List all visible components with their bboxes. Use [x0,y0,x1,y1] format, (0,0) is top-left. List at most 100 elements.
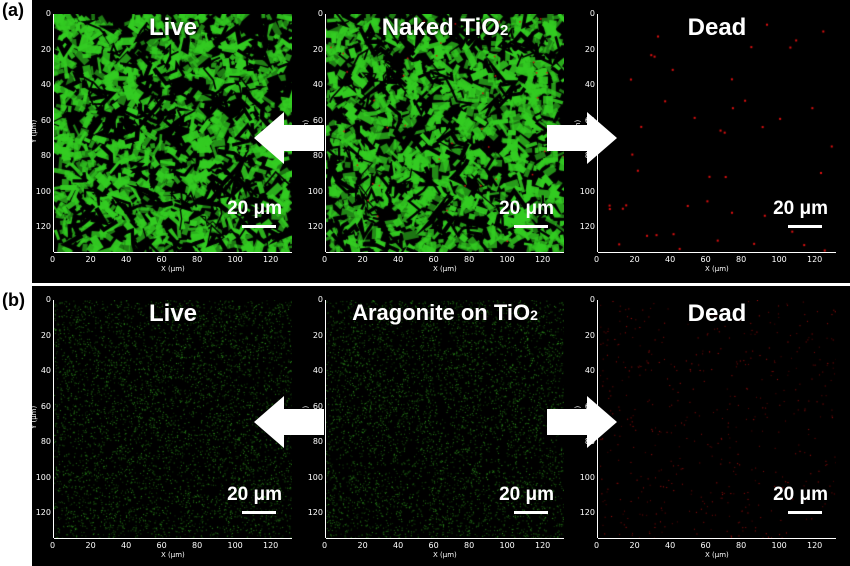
x-tick-label: 80 [192,255,203,264]
y-tick-label: 0 [45,295,51,304]
x-tick-label: 40 [121,541,132,550]
y-tick-label: 20 [40,330,51,340]
x-tick-label: 80 [464,541,475,550]
scale-bar-label: 20 μm [773,198,828,219]
y-tick-label: 40 [312,80,323,89]
y-tick-label: 80 [40,437,51,446]
y-tick-label: 0 [589,9,595,18]
arrow-left-icon [254,112,324,164]
micrograph-naked-tio2 [326,14,564,252]
y-tick-label: 80 [40,151,51,160]
x-tick-label: 120 [535,255,551,264]
x-axis-line [54,252,292,253]
x-tick-label: 80 [464,255,475,264]
x-axis-line [54,538,292,539]
x-axis-line [598,252,836,253]
panel-title-main: Aragonite on TiO [352,300,531,325]
scale-bar-label: 20 μm [499,484,554,505]
y-tick-label: 120 [579,222,595,231]
y-tick-label: 20 [584,44,595,54]
y-tick-label: 40 [584,366,595,375]
x-tick-label: 0 [322,541,328,550]
y-tick-label: 60 [312,115,323,125]
x-tick-label: 80 [192,541,203,550]
y-tick-label: 40 [312,366,323,375]
x-tick-label: 120 [535,541,551,550]
panel-title: Live [148,14,198,41]
micrograph-live-a [54,14,292,252]
micrograph-aragonite-tio2 [326,300,564,538]
y-tick-label: 120 [307,508,323,517]
y-tick-label: 0 [317,295,323,304]
y-axis-title: Y (μm) [30,119,38,143]
y-axis-line [53,14,54,252]
y-tick-label: 40 [40,366,51,375]
scale-bar-label: 20 μm [227,484,282,505]
scale-bar [514,511,548,514]
panel-title: Dead [687,300,747,327]
y-tick-label: 20 [312,330,323,340]
y-tick-label: 60 [40,115,51,125]
x-tick-label: 60 [428,541,439,550]
y-tick-label: 100 [35,472,51,482]
x-tick-label: 20 [629,541,640,550]
x-tick-label: 20 [629,255,640,264]
micrograph-dead-b [598,300,836,538]
y-tick-label: 80 [312,437,323,446]
x-tick-label: 120 [263,541,279,550]
x-tick-label: 40 [121,255,132,264]
x-tick-label: 100 [227,255,243,264]
y-tick-label: 120 [307,222,323,231]
micrograph-live-b [54,300,292,538]
scale-bar [514,225,548,228]
row-label-a: (a) [2,0,24,20]
panel-title: Live [148,300,198,327]
y-tick-label: 100 [307,186,323,196]
y-tick-label: 40 [40,80,51,89]
x-tick-label: 20 [85,255,96,264]
x-tick-label: 0 [50,255,56,264]
panel-aragonite-tio2: Aragonite on TiO2 0 20 40 60 80 100 120 0 20 40 60… [302,286,576,566]
y-tick-label: 0 [589,295,595,304]
y-tick-label: 0 [317,9,323,18]
y-axis-line [53,300,54,538]
panel-title: Naked TiO2 [326,14,564,42]
panel-title-subscript: 2 [499,22,509,39]
panel-live-a: Live 0 20 40 60 80 100 120 0 20 40 60 80 100 120 X (μm… [30,0,304,283]
arrow-left-icon [254,396,324,448]
panel-title: Aragonite on TiO2 [326,300,564,326]
y-tick-label: 100 [35,186,51,196]
y-tick-label: 100 [579,472,595,482]
y-tick-label: 20 [584,330,595,340]
y-axis-title: Y (μm) [30,405,38,429]
y-tick-label: 60 [312,401,323,411]
y-tick-label: 100 [307,472,323,482]
x-axis-title: X (μm) [705,551,729,559]
x-tick-label: 120 [807,541,823,550]
x-tick-label: 100 [499,541,515,550]
y-tick-label: 20 [40,44,51,54]
panel-naked-tio2: Naked TiO2 0 20 40 60 80 100 120 0 20 40 60 80 100 12… [302,0,576,283]
panel-title: Dead [687,14,747,41]
y-tick-label: 120 [35,222,51,231]
x-tick-label: 60 [700,541,711,550]
x-axis-title: X (μm) [161,265,185,273]
x-tick-label: 120 [807,255,823,264]
y-tick-label: 120 [35,508,51,517]
y-tick-label: 0 [45,9,51,18]
y-tick-label: 20 [312,44,323,54]
x-tick-label: 100 [771,541,787,550]
arrow-right-icon [547,112,617,164]
y-axis-line [325,300,326,538]
y-tick-label: 120 [579,508,595,517]
x-axis-title: X (μm) [705,265,729,273]
x-axis-title: X (μm) [433,551,457,559]
scale-bar [242,225,276,228]
x-tick-label: 20 [357,541,368,550]
y-tick-label: 100 [579,186,595,196]
scale-bar-label: 20 μm [499,198,554,219]
x-tick-label: 0 [50,541,56,550]
x-tick-label: 100 [771,255,787,264]
x-axis-line [326,252,564,253]
